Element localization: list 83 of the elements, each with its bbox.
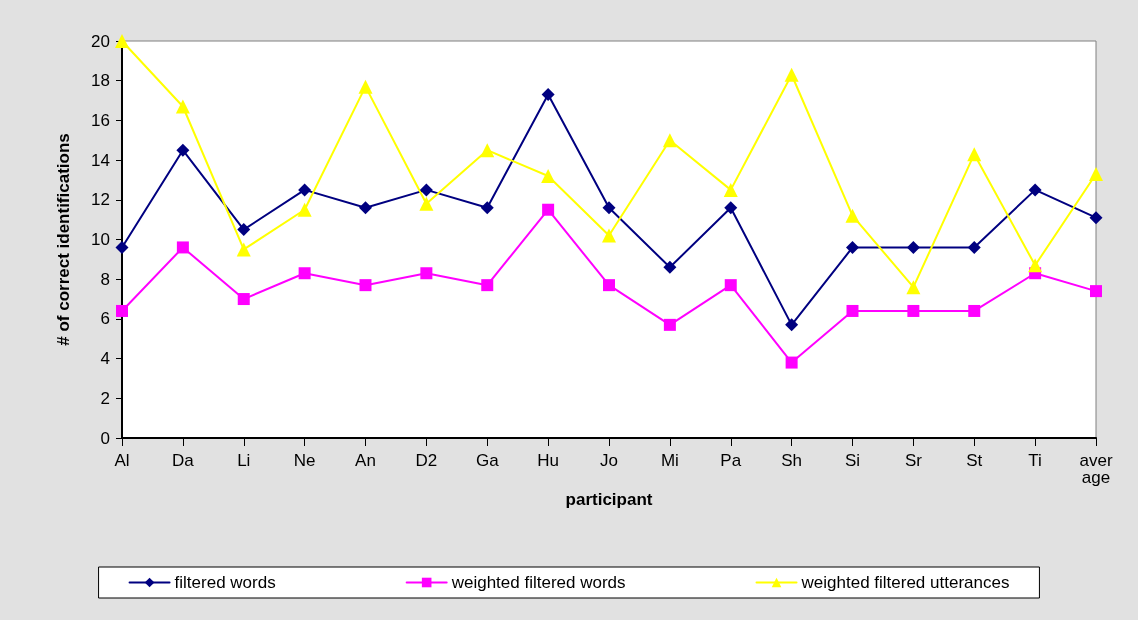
point bbox=[968, 304, 981, 317]
point bbox=[907, 304, 920, 317]
x-tick-label: average bbox=[1079, 451, 1113, 487]
point bbox=[1028, 258, 1043, 273]
point bbox=[663, 318, 676, 331]
point bbox=[1090, 285, 1102, 298]
x-tick-label: Al bbox=[114, 451, 130, 470]
point bbox=[176, 241, 189, 254]
y-tick-label: 16 bbox=[91, 110, 110, 130]
x-tick-label: Sr bbox=[904, 451, 923, 470]
x-tick-label: St bbox=[966, 451, 983, 470]
y-tick-label: 12 bbox=[91, 190, 110, 210]
point bbox=[723, 182, 738, 197]
x-tick-label: Hu bbox=[537, 451, 559, 470]
y-tick-label: 8 bbox=[100, 269, 110, 289]
point bbox=[176, 143, 190, 157]
point bbox=[663, 260, 677, 274]
point bbox=[967, 240, 981, 254]
x-tick-label: Sh bbox=[781, 451, 803, 470]
y-tick-label: 4 bbox=[100, 349, 110, 369]
point bbox=[298, 267, 311, 280]
x-tick-label: Ne bbox=[293, 451, 316, 470]
y-tick-label: 0 bbox=[100, 428, 110, 448]
point bbox=[358, 79, 373, 94]
x-tick-label: Pa bbox=[720, 451, 742, 470]
point bbox=[906, 280, 921, 295]
legend-label: weighted filtered utterances bbox=[800, 573, 1010, 592]
point bbox=[906, 240, 920, 254]
y-tick-label: 14 bbox=[91, 150, 110, 170]
point bbox=[480, 143, 495, 158]
x-tick-label: Ga bbox=[475, 451, 500, 470]
point bbox=[237, 223, 251, 237]
legend-label: weighted filtered words bbox=[450, 573, 626, 592]
point bbox=[603, 279, 615, 292]
x-tick-label: D2 bbox=[415, 451, 438, 470]
point bbox=[480, 201, 494, 215]
y-tick-label: 2 bbox=[100, 388, 110, 408]
point bbox=[602, 228, 616, 243]
point bbox=[541, 168, 556, 183]
point bbox=[602, 201, 616, 215]
y-tick-label: 20 bbox=[91, 31, 110, 51]
point bbox=[785, 318, 799, 332]
point bbox=[298, 183, 312, 197]
point bbox=[967, 147, 982, 162]
x-axis-title: participant bbox=[565, 489, 653, 509]
point bbox=[115, 240, 129, 254]
x-tick-label: Ti bbox=[1028, 451, 1042, 470]
legend-label: filtered words bbox=[174, 573, 276, 592]
point bbox=[1089, 166, 1103, 181]
point bbox=[116, 304, 128, 317]
point bbox=[845, 208, 860, 223]
y-tick-label: 18 bbox=[91, 71, 110, 91]
point bbox=[359, 279, 372, 292]
point bbox=[481, 279, 494, 292]
point bbox=[541, 88, 555, 102]
point bbox=[846, 304, 859, 317]
point bbox=[724, 279, 737, 292]
point bbox=[846, 240, 859, 254]
point bbox=[297, 202, 312, 217]
point bbox=[175, 99, 190, 114]
point bbox=[1028, 183, 1042, 197]
x-tick-label: Li bbox=[237, 451, 251, 470]
y-tick-label: 10 bbox=[91, 230, 110, 249]
point bbox=[236, 242, 251, 257]
x-tick-label: Jo bbox=[600, 451, 618, 470]
point bbox=[724, 201, 738, 215]
y-axis-title: # of correct identifications bbox=[54, 133, 73, 346]
x-tick-label: Mi bbox=[660, 451, 679, 470]
point bbox=[785, 356, 798, 369]
point bbox=[420, 267, 433, 280]
point bbox=[542, 203, 555, 216]
point bbox=[359, 201, 372, 215]
point bbox=[237, 293, 250, 306]
point bbox=[1089, 211, 1103, 225]
x-tick-label: Si bbox=[844, 451, 861, 470]
x-tick-label: Da bbox=[172, 451, 195, 470]
point bbox=[419, 196, 434, 211]
point bbox=[419, 183, 433, 197]
point bbox=[662, 133, 677, 148]
point bbox=[115, 34, 129, 48]
x-tick-label: An bbox=[355, 451, 376, 470]
point bbox=[784, 67, 799, 82]
y-tick-label: 6 bbox=[100, 309, 110, 329]
